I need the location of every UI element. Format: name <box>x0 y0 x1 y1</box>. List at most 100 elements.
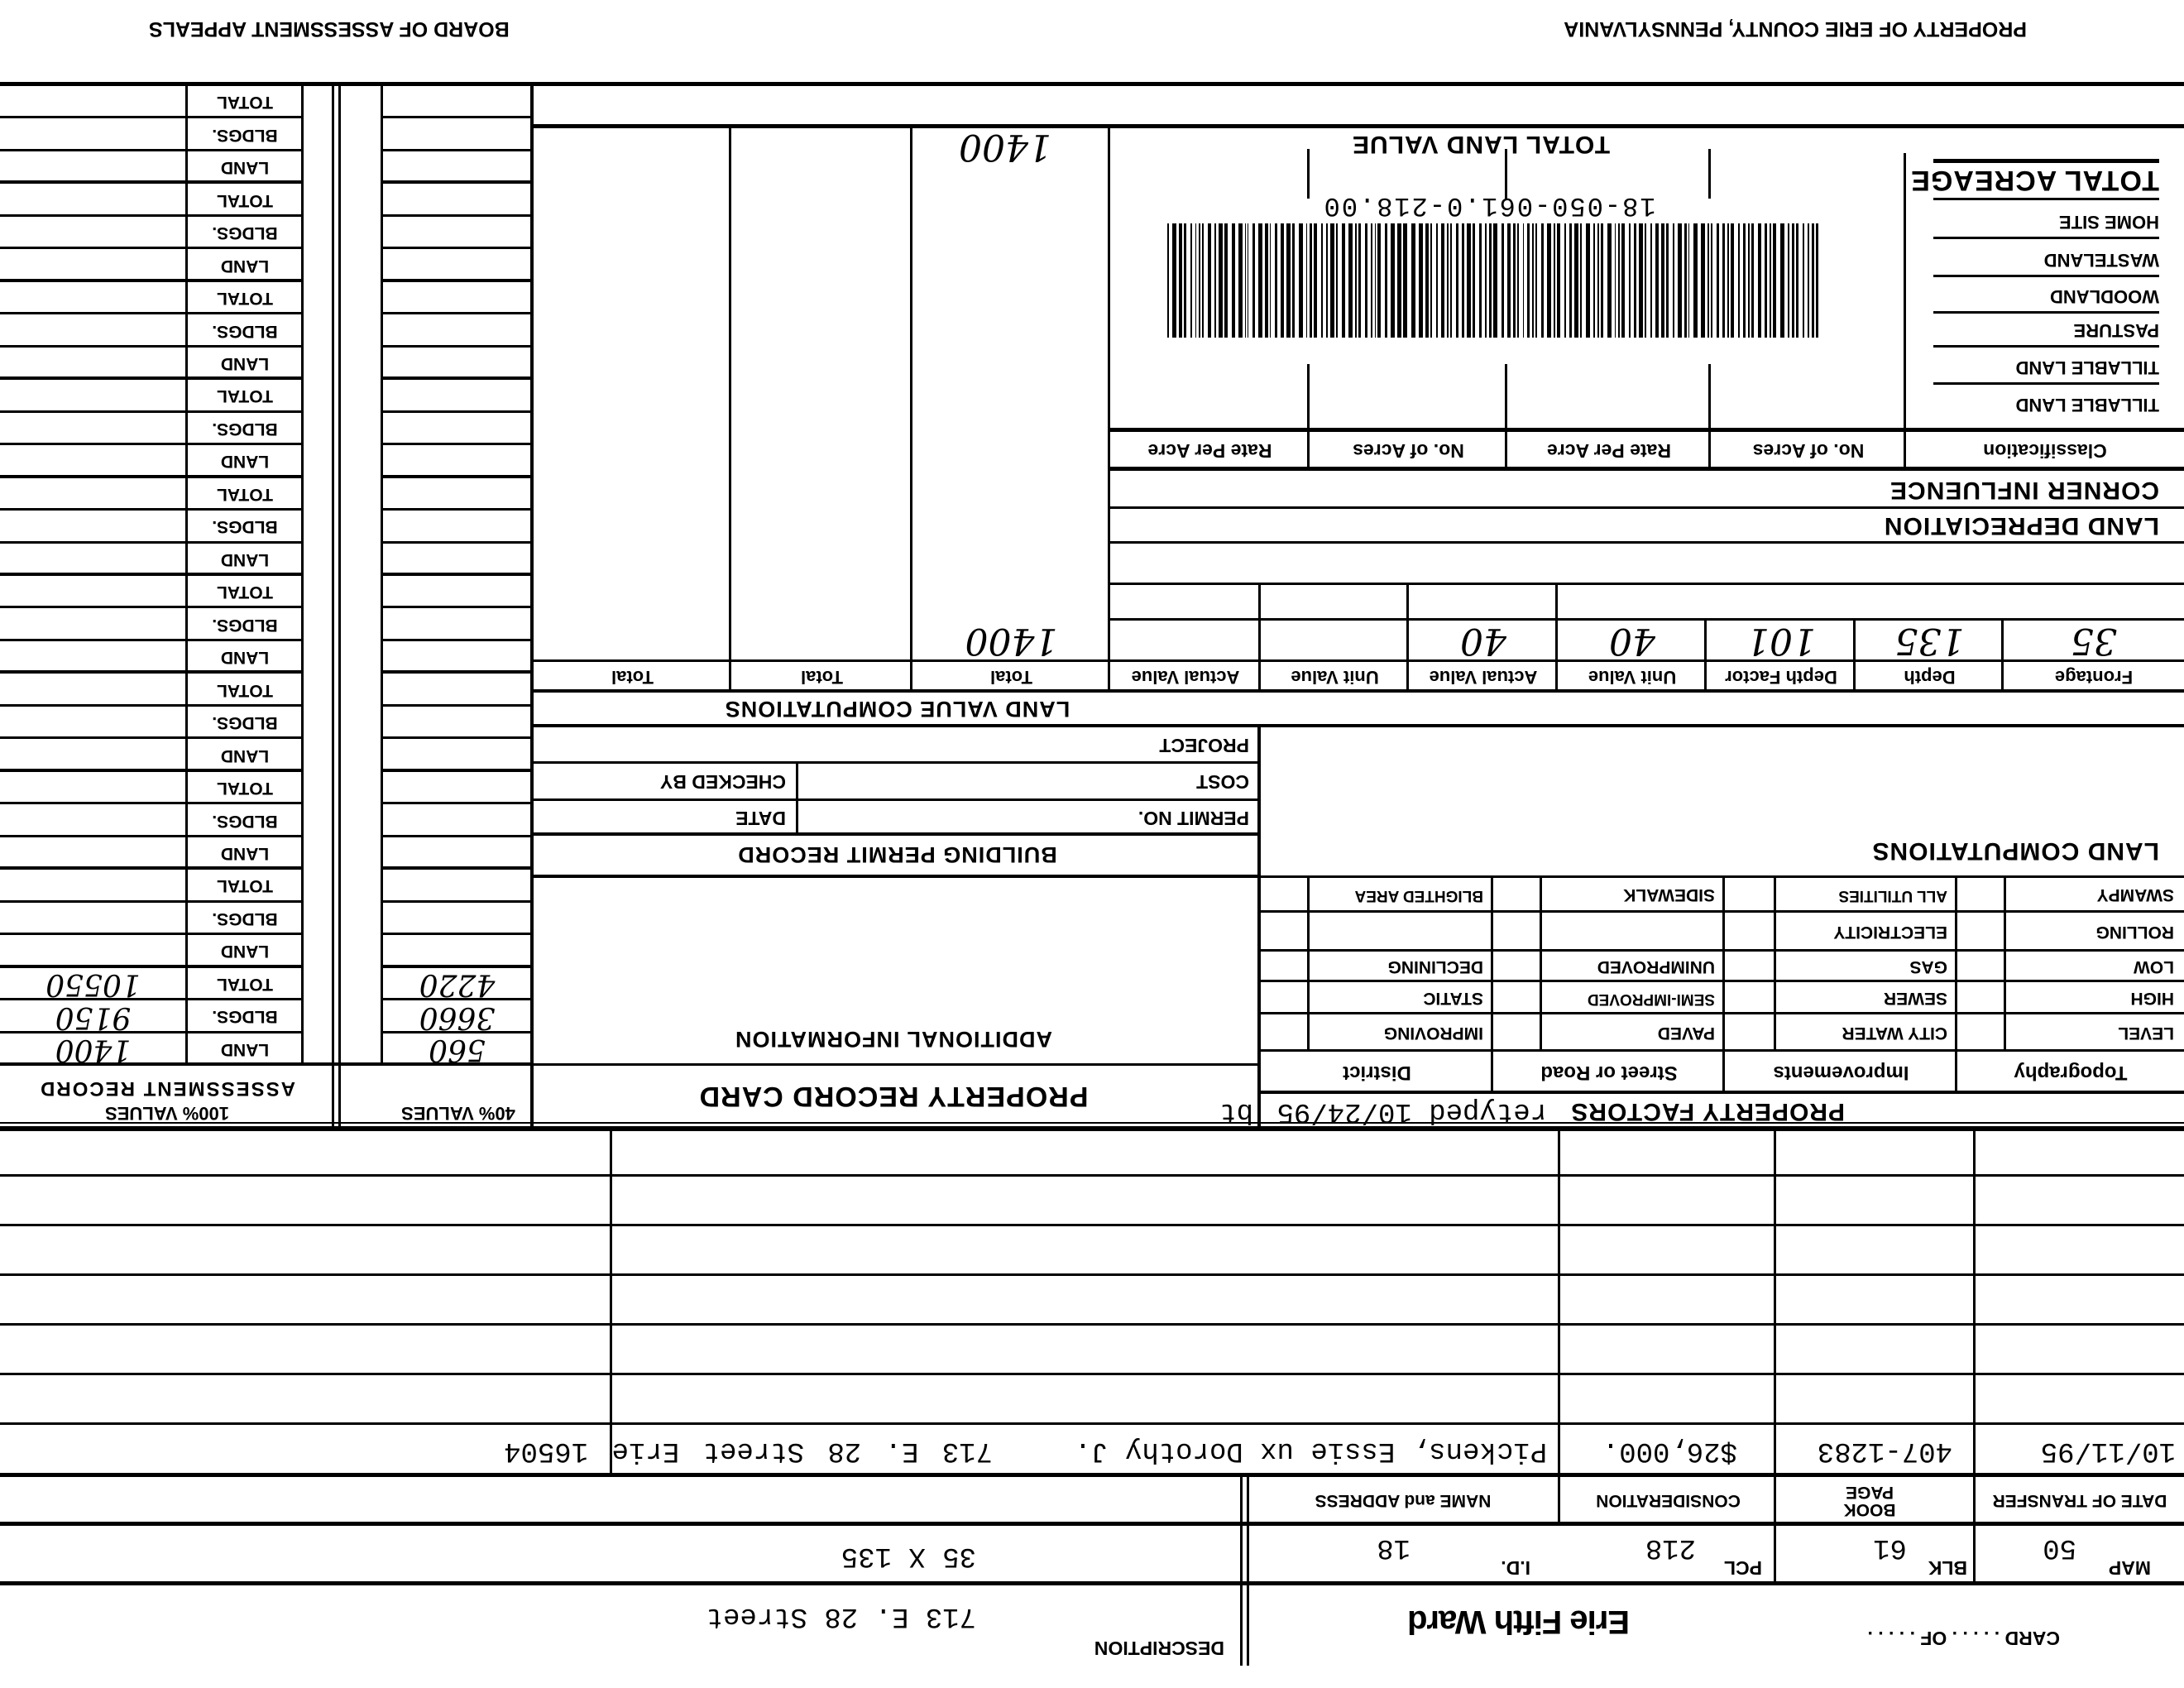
barcode-bar <box>1574 223 1579 338</box>
property-factor-checkbox[interactable] <box>1957 1014 2006 1052</box>
rule-line <box>383 670 534 674</box>
property-factor-checkbox[interactable] <box>1725 1014 1776 1052</box>
rule-line <box>610 1131 612 1477</box>
property-factor-header: Topography <box>2014 1062 2128 1084</box>
rule-line <box>534 724 2184 727</box>
property-factor-checkbox[interactable] <box>1493 913 1542 952</box>
transfer-date-header: DATE OF TRANSFER <box>1992 1491 2167 1511</box>
property-factor-checkbox[interactable] <box>1957 878 2006 913</box>
property-factor-checkbox[interactable] <box>1725 913 1776 952</box>
rule-line <box>383 508 534 511</box>
assessment-row-label: LAND <box>220 549 270 569</box>
rule-line <box>0 1273 2184 1276</box>
rule-line <box>0 606 304 609</box>
barcode-bar <box>1650 223 1653 338</box>
rule-line <box>0 443 304 446</box>
barcode-bar <box>1484 223 1487 338</box>
barcode-bar <box>1811 223 1815 338</box>
land-value-cell: 135 <box>1894 620 1965 662</box>
barcode-bar <box>1478 223 1482 338</box>
assessment-40-value <box>385 86 529 118</box>
property-factor-checkbox[interactable] <box>1261 913 1310 952</box>
barcode-bar <box>1430 223 1433 338</box>
assessment-40-value <box>385 314 529 347</box>
property-factor-option <box>1313 914 1483 950</box>
barcode-bar <box>1618 223 1621 338</box>
barcode-bar <box>1335 223 1339 338</box>
barcode-bar <box>1466 223 1471 338</box>
property-factor-checkbox[interactable] <box>1725 878 1776 913</box>
property-factor-checkbox[interactable] <box>1725 982 1776 1014</box>
rule-line <box>383 213 534 217</box>
rule-line <box>1973 1131 1976 1585</box>
assessment-40-value <box>385 576 529 608</box>
barcode-bar <box>1688 223 1690 338</box>
land-value-cell: 40 <box>1609 620 1655 662</box>
assessment-40-value <box>385 445 529 477</box>
barcode-bar <box>1601 223 1604 338</box>
rule-line <box>383 1030 534 1033</box>
barcode-bar <box>1281 223 1284 338</box>
barcode-text: 18-050-061.0-218.00 <box>1322 190 1656 221</box>
property-factor-checkbox[interactable] <box>1493 878 1542 913</box>
barcode-bar <box>1547 223 1551 338</box>
assessment-100-value <box>4 445 182 477</box>
rule-line <box>0 82 2184 86</box>
acreage-row-label: TILLABLE LAND <box>2015 357 2159 378</box>
rule-line <box>0 1373 2184 1375</box>
property-factor-checkbox[interactable] <box>1957 982 2006 1014</box>
pcl-label: PCL <box>1724 1557 1762 1580</box>
property-factor-option: ALL UTILITIES <box>1838 887 1947 905</box>
property-factor-checkbox[interactable] <box>1725 952 1776 982</box>
land-value-header: Depth Factor <box>1725 667 1837 688</box>
assessment-row-label: BLDGS. <box>212 909 278 928</box>
assessment-40-value <box>385 511 529 543</box>
property-factor-checkbox[interactable] <box>1957 952 2006 982</box>
property-factor-checkbox[interactable] <box>1493 982 1542 1014</box>
rule-line <box>0 247 304 250</box>
rule-line <box>383 703 534 707</box>
assessment-row-label: LAND <box>220 843 270 863</box>
barcode-bar <box>1788 223 1789 338</box>
land-value-header: Depth <box>1904 667 1956 688</box>
rule-line <box>1307 149 1310 199</box>
rule-line <box>383 474 534 478</box>
property-factor-checkbox[interactable] <box>1261 878 1310 913</box>
barcode-bar <box>1557 223 1560 338</box>
assessment-40-value: 3660 <box>419 1000 496 1034</box>
barcode-bar <box>1232 223 1236 338</box>
assessment-40-value <box>385 707 529 739</box>
barcode-bar <box>1291 223 1295 338</box>
property-factor-checkbox[interactable] <box>1493 952 1542 982</box>
assessment-40-value <box>385 804 529 837</box>
barcode-bar <box>1661 223 1665 338</box>
transfer-date: 10/11/95 <box>2040 1435 2176 1466</box>
property-factor-checkbox[interactable] <box>1261 952 1310 982</box>
property-factor-checkbox[interactable] <box>1261 982 1310 1014</box>
property-factor-header: Street or Road <box>1540 1062 1678 1084</box>
property-factor-checkbox[interactable] <box>1493 1014 1542 1052</box>
barcode-bar <box>1607 223 1612 338</box>
assessment-row-label: TOTAL <box>216 680 274 700</box>
rule-line <box>0 802 304 805</box>
land-depreciation-label: LAND DEPRECIATION <box>1883 512 2159 539</box>
assessment-40-value <box>385 544 529 576</box>
owner-address: 713 E. 28 Street Erie 16504 <box>504 1435 993 1466</box>
barcode-bar <box>1765 223 1767 338</box>
land-value-header: Total <box>611 667 654 688</box>
barcode-bar <box>1449 223 1453 338</box>
barcode-bar <box>1586 223 1591 338</box>
rule-line <box>1258 585 1261 693</box>
barcode-bar <box>1286 223 1291 338</box>
assessment-100-value: 1400 <box>55 1033 132 1067</box>
property-factor-header: District <box>1343 1062 1411 1084</box>
rule-line <box>0 148 304 151</box>
property-factor-checkbox[interactable] <box>1957 913 2006 952</box>
property-factor-checkbox[interactable] <box>1261 1014 1310 1052</box>
land-value-header: Unit Value <box>1291 667 1379 688</box>
barcode-bar <box>1693 223 1698 338</box>
rule-line <box>0 998 304 1001</box>
rule-line <box>2004 878 2006 1052</box>
rule-line <box>0 508 304 511</box>
assessment-100-value <box>4 282 182 314</box>
